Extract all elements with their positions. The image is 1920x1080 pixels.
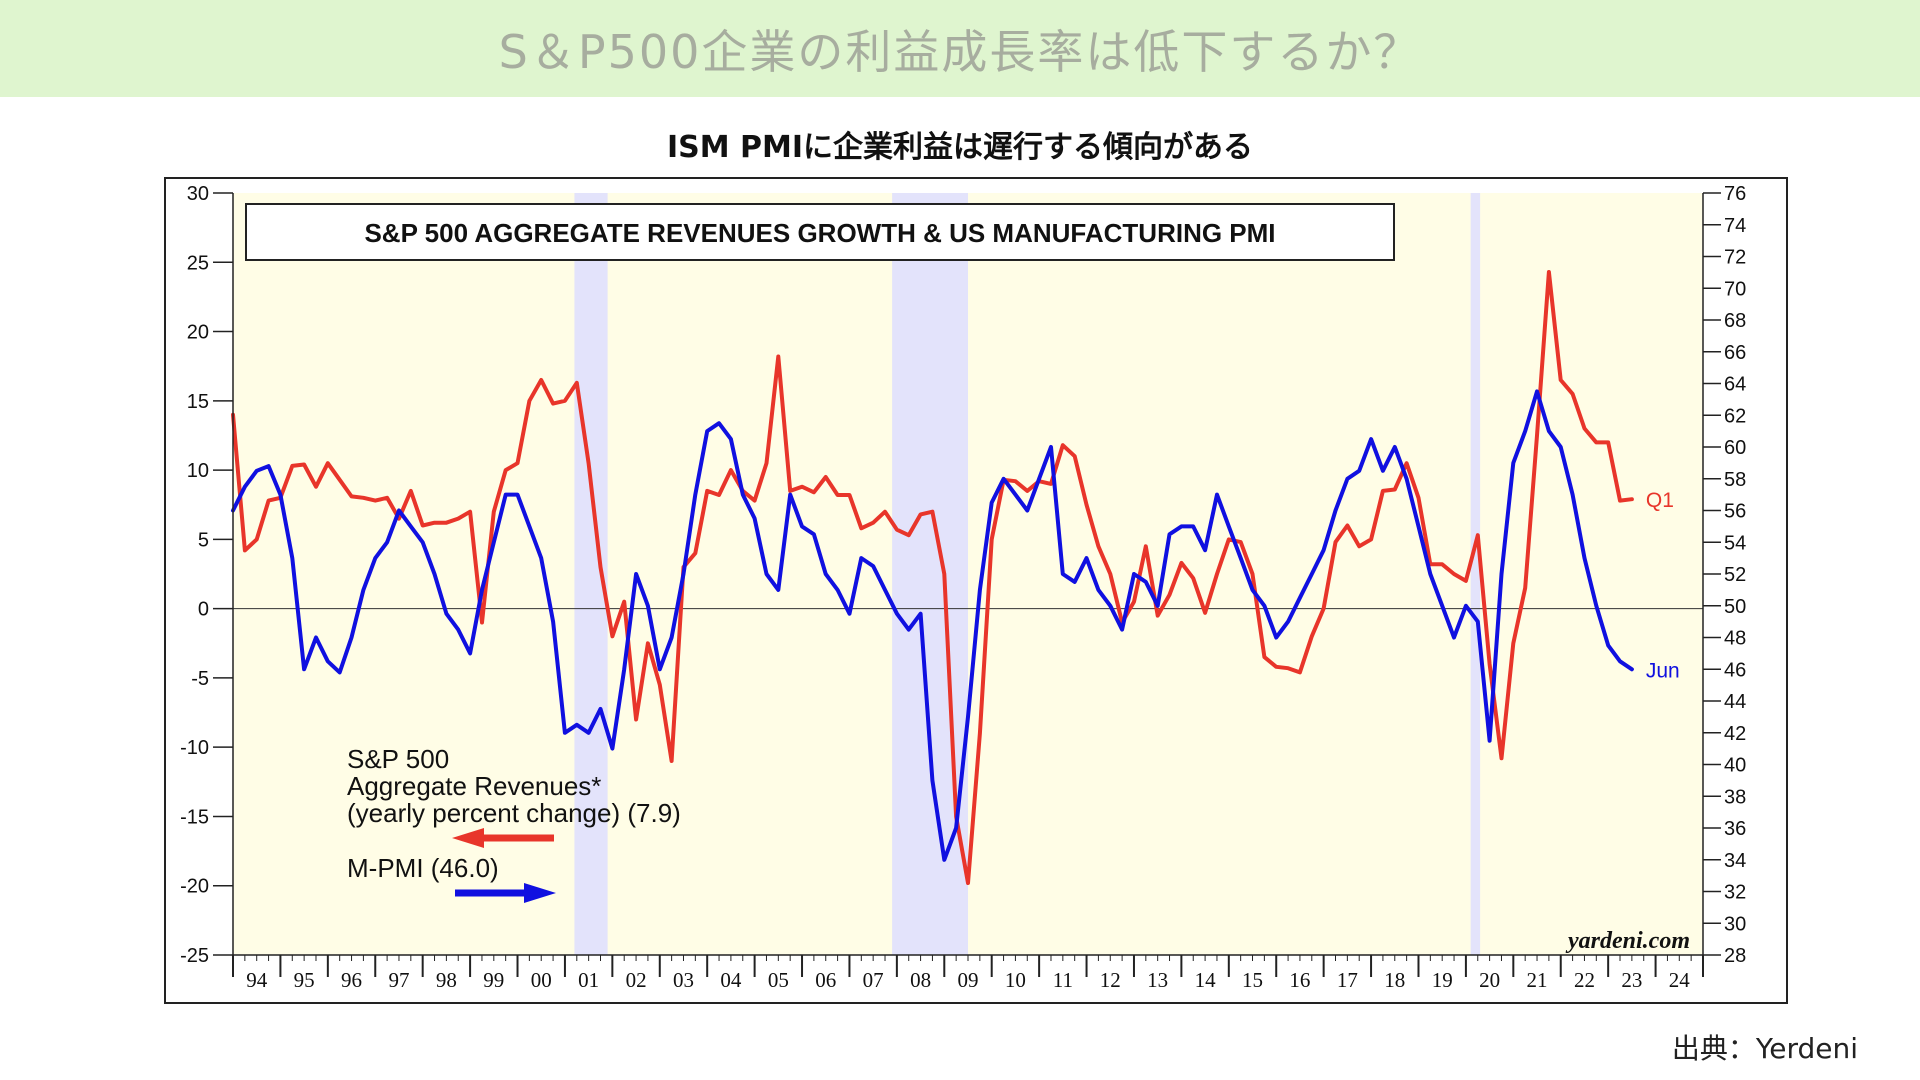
x-tick-label: 95 [294,968,315,992]
left-tick-label: 20 [187,322,209,344]
x-tick-label: 01 [578,968,599,992]
x-tick-label: 14 [1195,968,1217,992]
x-tick-label: 22 [1574,968,1595,992]
right-tick-label: 28 [1724,945,1746,967]
right-tick-label: 56 [1724,501,1746,523]
x-tick-label: 09 [958,968,979,992]
legend-revenues-line3: (yearly percent change) (7.9) [347,798,681,828]
revenues-line [231,270,1634,885]
right-tick-label: 32 [1724,882,1746,904]
left-tick-label: -15 [180,806,209,828]
x-tick-label: 05 [768,968,789,992]
left-tick-label: 15 [187,391,209,413]
chart-subtitle: ISM PMIに企業利益は遅行する傾向がある [666,130,1254,165]
x-tick-label: 13 [1147,968,1168,992]
x-tick-label: 21 [1527,968,1548,992]
x-tick-label: 24 [1669,968,1691,992]
legend-revenues-line1: S&P 500 [347,744,449,774]
right-tick-label: 52 [1724,564,1746,586]
right-tick-label: 62 [1724,405,1746,427]
right-tick-label: 40 [1724,755,1746,777]
recession-band [892,193,968,955]
left-tick-label: 5 [198,529,209,551]
x-tick-label: 98 [436,968,457,992]
x-tick-label: 08 [910,968,931,992]
right-tick-label: 46 [1724,659,1746,681]
right-tick-label: 34 [1724,850,1746,872]
x-tick-label: 94 [246,968,268,992]
right-tick-label: 72 [1724,247,1746,269]
x-tick-label: 99 [483,968,504,992]
right-tick-label: 48 [1724,628,1746,650]
right-tick-label: 30 [1724,913,1746,935]
right-tick-label: 50 [1724,596,1746,618]
chart-title-box [245,203,1395,261]
right-tick-label: 64 [1724,374,1746,396]
x-tick-label: 15 [1242,968,1263,992]
legend-revenues-arrowhead [452,828,484,848]
x-tick-label: 11 [1053,968,1073,992]
left-tick-label: 0 [198,599,209,621]
right-tick-label: 76 [1724,183,1746,205]
left-tick-label: 30 [187,183,209,205]
x-tick-label: 16 [1289,968,1310,992]
left-tick-label: -25 [180,945,209,967]
x-tick-label: 17 [1337,968,1358,992]
pmi-line [231,389,1634,862]
right-tick-label: 54 [1724,532,1746,554]
x-tick-label: 00 [531,968,552,992]
right-tick-label: 58 [1724,469,1746,491]
x-tick-label: 02 [626,968,647,992]
left-tick-label: -10 [180,737,209,759]
page-title: S＆P500企業の利益成長率は低下するか？ [498,24,1422,79]
revenues-end-label: Q1 [1646,489,1674,512]
pmi-end-label: Jun [1646,659,1680,682]
x-tick-label: 18 [1384,968,1405,992]
left-tick-label: 10 [187,460,209,482]
left-tick-label: -20 [180,876,209,898]
x-tick-label: 04 [720,968,742,992]
legend-pmi-label: M-PMI (46.0) [347,853,499,883]
source-credit: 出典：Yerdeni [1671,1032,1858,1065]
chart-title: S&P 500 AGGREGATE REVENUES GROWTH & US M… [364,218,1275,248]
right-tick-label: 70 [1724,278,1746,300]
watermark: yardeni.com [1565,928,1690,954]
legend-revenues-line2: Aggregate Revenues* [347,771,601,801]
right-tick-label: 44 [1724,691,1746,713]
recession-bands [574,193,1481,955]
series-lines: Q1 Jun [231,270,1680,885]
x-tick-label: 12 [1100,968,1121,992]
left-tick-label: 25 [187,252,209,274]
legend: S&P 500 Aggregate Revenues* (yearly perc… [347,744,681,903]
x-tick-label: 06 [815,968,836,992]
x-tick-label: 20 [1479,968,1500,992]
legend-pmi-arrowhead [524,883,556,903]
x-tick-label: 23 [1621,968,1642,992]
x-tick-label: 19 [1432,968,1453,992]
right-tick-label: 42 [1724,723,1746,745]
x-tick-label: 03 [673,968,694,992]
right-tick-label: 66 [1724,342,1746,364]
right-tick-label: 36 [1724,818,1746,840]
x-tick-label: 10 [1005,968,1026,992]
right-tick-label: 74 [1724,215,1746,237]
right-tick-label: 68 [1724,310,1746,332]
left-tick-label: -5 [191,668,209,690]
right-tick-label: 38 [1724,786,1746,808]
right-tick-label: 60 [1724,437,1746,459]
x-tick-label: 97 [388,968,409,992]
axes: 302520151050-5-10-15-20-2576747270686664… [180,183,1746,992]
x-tick-label: 96 [341,968,362,992]
x-tick-label: 07 [863,968,884,992]
recession-band [1470,193,1481,955]
title-banner: S＆P500企業の利益成長率は低下するか？ [0,0,1920,97]
